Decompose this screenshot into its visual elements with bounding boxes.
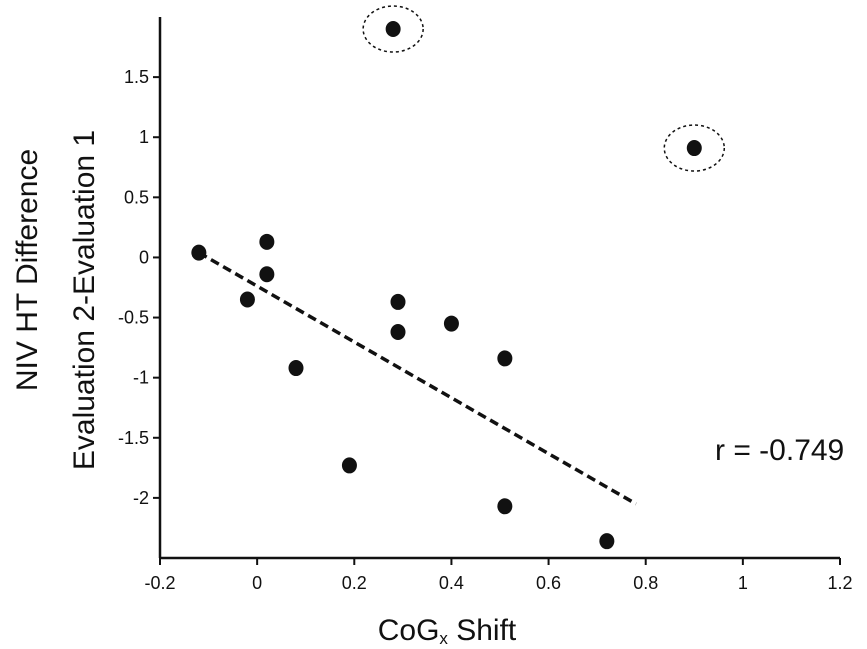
data-point — [390, 293, 406, 310]
correlation-annotation: r = -0.749 — [715, 434, 844, 467]
data-point — [259, 233, 275, 250]
x-axis-title-subscript: x — [439, 629, 448, 648]
data-point — [390, 323, 406, 340]
y-tick-label: -1 — [133, 368, 149, 388]
x-axis-title: CoGx Shift — [378, 614, 517, 648]
y-tick-label: 0 — [139, 247, 149, 267]
y-tick-label: -0.5 — [118, 308, 149, 328]
data-point — [497, 350, 513, 367]
x-tick-label: 0.8 — [633, 573, 658, 593]
x-tick-label: 0 — [252, 573, 262, 593]
y-tick-label: 1.5 — [124, 67, 149, 87]
x-tick-label: 0.4 — [439, 573, 464, 593]
y-tick-label: -1.5 — [118, 428, 149, 448]
y-axis-title-line1: NIV HT Difference — [11, 149, 44, 391]
y-tick-label: 0.5 — [124, 187, 149, 207]
plot-area — [191, 5, 726, 550]
x-tick-label: 1.2 — [827, 573, 852, 593]
x-tick-label: -0.2 — [144, 573, 175, 593]
data-point — [191, 244, 207, 261]
y-tick-label: 1 — [139, 127, 149, 147]
x-tick-label: 1 — [738, 573, 748, 593]
data-point — [239, 291, 255, 308]
y-axis-title-line2: Evaluation 2-Evaluation 1 — [68, 130, 101, 470]
x-tick-label: 0.2 — [342, 573, 367, 593]
x-tick-label: 0.6 — [536, 573, 561, 593]
data-point — [497, 498, 513, 515]
data-point — [288, 360, 304, 377]
data-point — [259, 266, 275, 283]
data-point — [599, 533, 615, 550]
x-axis-title-rest: Shift — [448, 614, 517, 647]
outlier-circle — [663, 124, 726, 172]
axes: -0.2 0 0.2 0.4 0.6 0.8 1 1.2 -2 -1.5 -1 -0.5 0 0.5 1 1.… — [118, 17, 853, 593]
regression-line — [197, 251, 637, 506]
x-axis-title-main: CoG — [378, 614, 440, 647]
y-tick-label: -2 — [133, 488, 149, 508]
outlier-point — [686, 140, 702, 157]
data-point — [341, 457, 357, 474]
data-point — [443, 315, 459, 332]
outlier-point — [385, 21, 401, 38]
